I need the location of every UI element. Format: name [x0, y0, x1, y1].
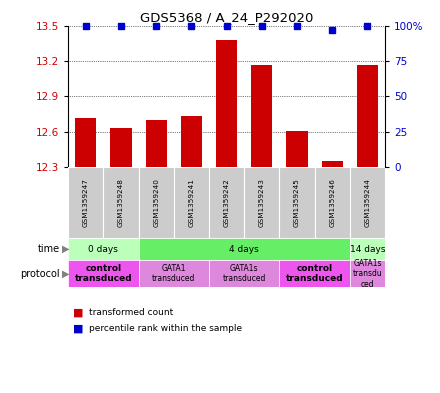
Text: GSM1359246: GSM1359246 [329, 178, 335, 227]
Text: GSM1359244: GSM1359244 [364, 178, 370, 227]
Text: control
transduced: control transduced [75, 264, 132, 283]
Text: 0 days: 0 days [88, 245, 118, 254]
Text: ▶: ▶ [62, 268, 70, 279]
Text: ■: ■ [73, 307, 83, 318]
Bar [244, 167, 279, 238]
Bar [139, 238, 350, 260]
Bar [251, 64, 272, 167]
Bar [68, 167, 103, 238]
Bar [209, 167, 244, 238]
Bar [350, 238, 385, 260]
Text: ▶: ▶ [62, 244, 70, 254]
Bar [216, 40, 237, 167]
Text: 4 days: 4 days [229, 245, 259, 254]
Text: 14 days: 14 days [350, 245, 385, 254]
Text: GSM1359240: GSM1359240 [153, 178, 159, 227]
Bar [146, 120, 167, 167]
Text: ■: ■ [73, 323, 83, 333]
Text: protocol: protocol [20, 268, 59, 279]
Bar [315, 167, 350, 238]
Text: GSM1359242: GSM1359242 [224, 178, 230, 227]
Title: GDS5368 / A_24_P292020: GDS5368 / A_24_P292020 [140, 11, 313, 24]
Text: GATA1s
transdu
ced: GATA1s transdu ced [352, 259, 382, 288]
Text: GSM1359243: GSM1359243 [259, 178, 265, 227]
Bar [322, 162, 343, 167]
Bar [68, 238, 139, 260]
Bar [209, 260, 279, 287]
Bar [181, 116, 202, 167]
Bar [279, 260, 350, 287]
Bar [174, 167, 209, 238]
Bar [139, 167, 174, 238]
Text: GSM1359247: GSM1359247 [83, 178, 89, 227]
Text: transformed count: transformed count [89, 308, 173, 317]
Text: percentile rank within the sample: percentile rank within the sample [89, 324, 242, 332]
Bar [103, 167, 139, 238]
Bar [350, 260, 385, 287]
Bar [286, 131, 308, 167]
Bar [68, 260, 139, 287]
Text: control
transduced: control transduced [286, 264, 343, 283]
Text: GATA1
transduced: GATA1 transduced [152, 264, 195, 283]
Text: GSM1359241: GSM1359241 [188, 178, 194, 227]
Bar [75, 118, 96, 167]
Bar [279, 167, 315, 238]
Text: GATA1s
transduced: GATA1s transduced [223, 264, 266, 283]
Bar [357, 64, 378, 167]
Bar [110, 128, 132, 167]
Text: GSM1359245: GSM1359245 [294, 178, 300, 227]
Text: GSM1359248: GSM1359248 [118, 178, 124, 227]
Text: time: time [37, 244, 59, 254]
Bar [350, 167, 385, 238]
Bar [139, 260, 209, 287]
